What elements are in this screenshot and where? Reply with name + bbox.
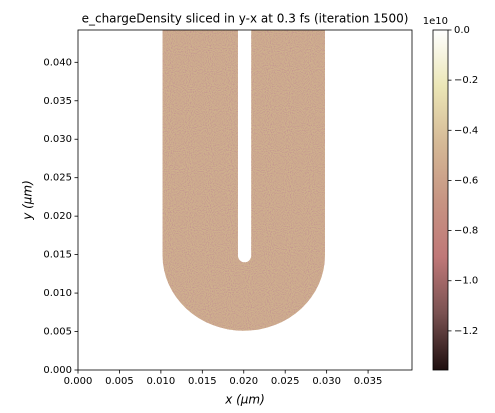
x-tick-label: 0.030	[312, 376, 341, 387]
density-texture	[162, 30, 325, 331]
x-tick-label: 0.000	[64, 376, 93, 387]
y-tick-label: 0.040	[43, 57, 72, 68]
colorbar	[432, 29, 449, 371]
colorbar-tick-label: −0.2	[454, 75, 478, 86]
colorbar-tick-label: −0.4	[454, 125, 478, 136]
colorbar-multiplier: 1e10	[423, 16, 448, 27]
x-tick-label: 0.035	[354, 376, 383, 387]
x-tick-label: 0.005	[105, 376, 134, 387]
colorbar-tick-label: 0.0	[454, 25, 470, 36]
y-tick-label: 0.020	[43, 211, 72, 222]
x-axis-label: x (μm)	[224, 393, 265, 407]
x-tick-label: 0.020	[229, 376, 258, 387]
y-tick-label: 0.025	[43, 173, 72, 184]
chart-title: e_chargeDensity sliced in y-x at 0.3 fs …	[82, 12, 409, 26]
colorbar-tick-label: −1.0	[454, 276, 478, 287]
colorbar-tick-label: −1.2	[454, 326, 478, 337]
x-tick-label: 0.025	[271, 376, 300, 387]
y-tick-label: 0.015	[43, 250, 72, 261]
y-tick-label: 0.005	[43, 327, 72, 338]
colorbar-tick-label: −0.8	[454, 226, 478, 237]
y-tick-label: 0.000	[43, 365, 72, 376]
y-tick-label: 0.035	[43, 96, 72, 107]
y-tick-label: 0.010	[43, 288, 72, 299]
colorbar-tick-label: −0.6	[454, 175, 478, 186]
y-axis-label: y (μm)	[21, 180, 35, 221]
y-tick-label: 0.030	[43, 134, 72, 145]
x-tick-label: 0.010	[147, 376, 176, 387]
x-tick-label: 0.015	[188, 376, 217, 387]
plot-frame	[77, 29, 413, 371]
